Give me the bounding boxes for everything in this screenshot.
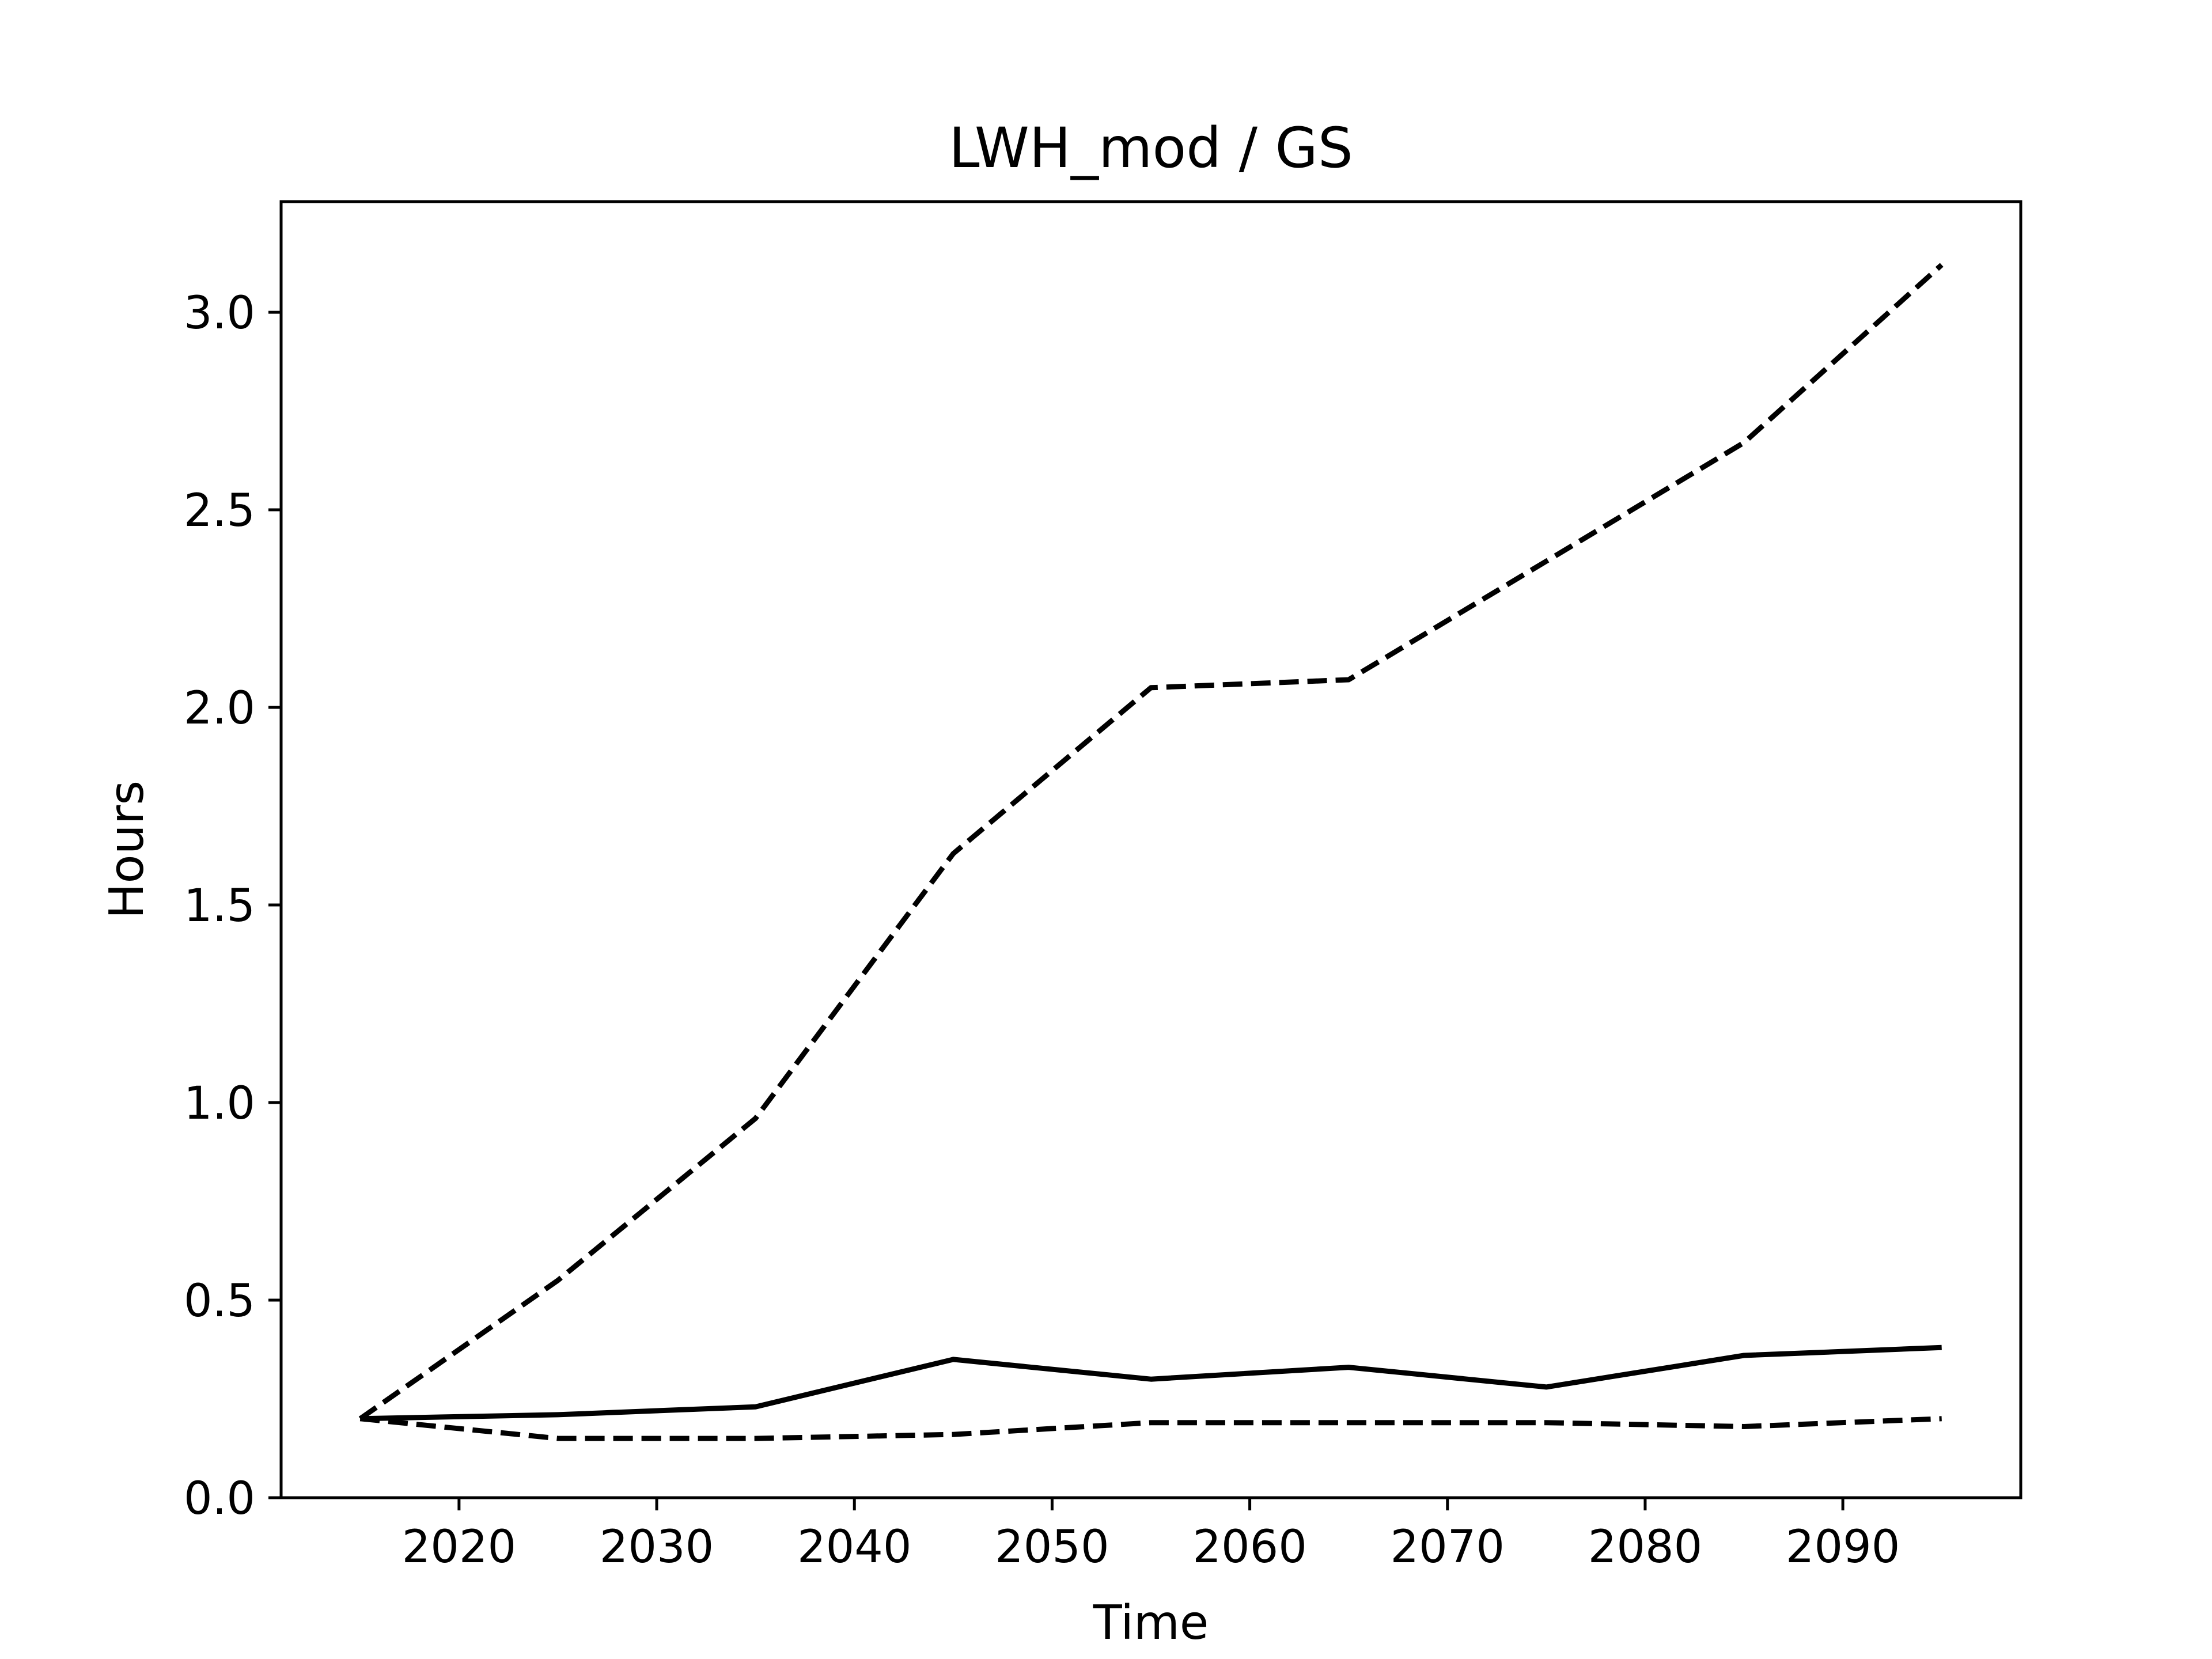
x-tick-label: 2040 bbox=[797, 1521, 912, 1573]
y-axis-label: Hours bbox=[100, 781, 154, 919]
y-tick-label: 2.0 bbox=[184, 683, 255, 734]
x-tick-label: 2030 bbox=[600, 1521, 714, 1573]
x-tick-label: 2050 bbox=[995, 1521, 1109, 1573]
y-axis: 0.0 0.5 1.0 1.5 2.0 2.5 3.0 bbox=[184, 287, 281, 1525]
y-tick-label: 0.0 bbox=[184, 1473, 255, 1525]
x-tick-label: 2070 bbox=[1391, 1521, 1505, 1573]
x-axis: 2020 2030 2040 2050 2060 2070 2080 2090 bbox=[402, 1498, 1900, 1573]
x-tick-label: 2090 bbox=[1786, 1521, 1900, 1573]
chart-title: LWH_mod / GS bbox=[949, 116, 1353, 180]
x-tick-label: 2080 bbox=[1588, 1521, 1703, 1573]
y-tick-label: 1.0 bbox=[184, 1078, 255, 1130]
series-line-1 bbox=[358, 263, 1944, 1421]
x-tick-label: 2060 bbox=[1192, 1521, 1307, 1573]
series-line-3 bbox=[359, 1416, 1942, 1441]
y-tick-label: 0.5 bbox=[184, 1275, 255, 1327]
series-layer bbox=[358, 263, 1944, 1441]
x-axis-label: Time bbox=[1093, 1596, 1209, 1650]
x-tick-label: 2020 bbox=[402, 1521, 517, 1573]
y-tick-label: 3.0 bbox=[184, 287, 255, 339]
plot-area-frame bbox=[279, 200, 2022, 1499]
series-line-2 bbox=[360, 1344, 1942, 1422]
y-tick-label: 1.5 bbox=[184, 880, 255, 932]
y-tick-label: 2.5 bbox=[184, 485, 255, 537]
